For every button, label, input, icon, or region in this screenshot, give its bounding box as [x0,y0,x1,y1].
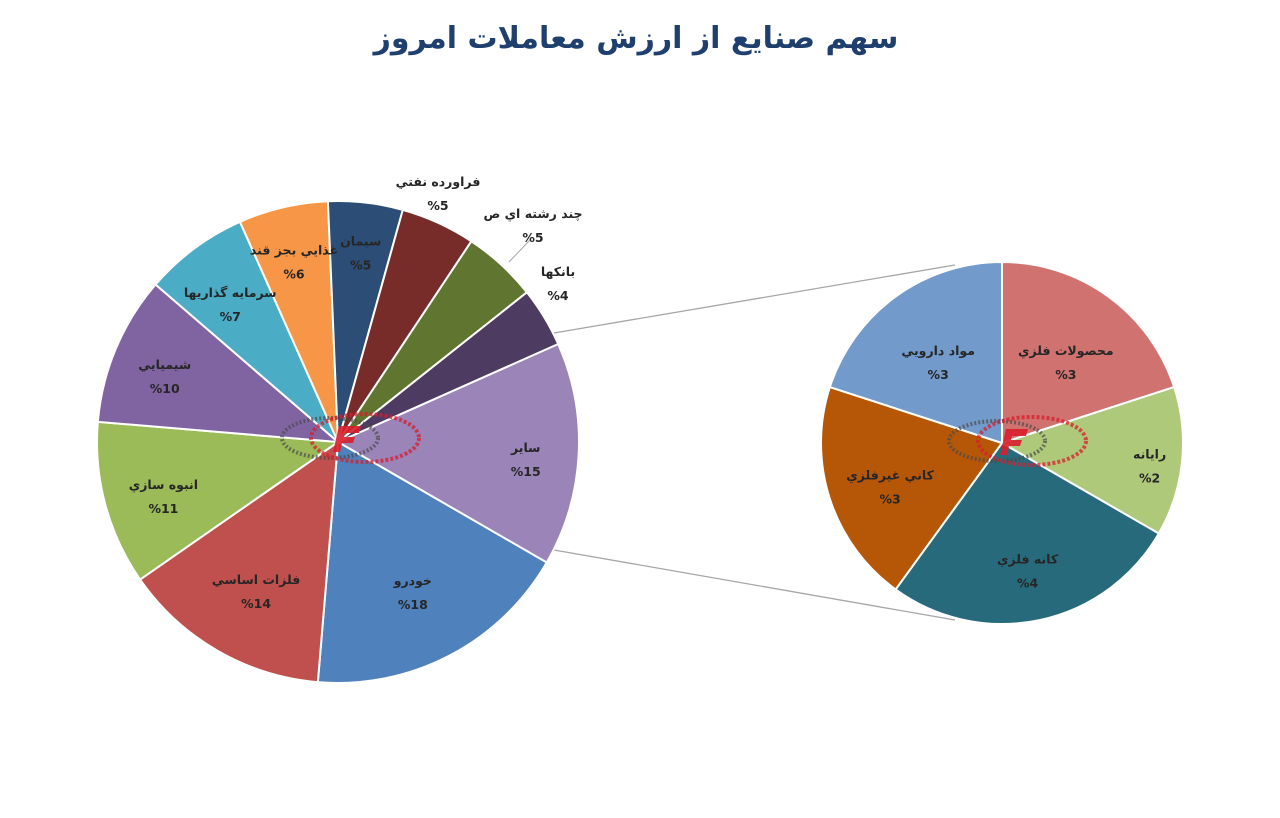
slice-label-name: انبوه سازي [129,477,198,492]
slice-label-value: %14 [241,596,271,611]
pie-slice [96,420,341,581]
watermark-logos [280,412,1088,467]
slice-label-name: فلزات اساسي [212,572,300,587]
pie-slice [828,260,1003,445]
pie-slice [335,342,580,564]
slice-label-name: خودرو [393,573,432,588]
connector-line-top [553,264,956,334]
slice-label-name: ساير [510,440,540,455]
slice-label-name: رايانه [1133,447,1166,462]
slice-label-value: %11 [148,501,178,516]
slice-label-value: %3 [1055,367,1076,382]
pie-slice [820,385,1004,591]
pie-slice [894,441,1161,625]
slice-label-value: %5 [427,198,448,213]
watermark-logo-icon [280,412,421,464]
pie-slice [138,439,340,684]
slice-label-name: مواد دارويي [901,343,975,358]
slice-label-value: %2 [1139,471,1160,486]
slice-label-value: %4 [547,288,569,303]
pie-slice [1001,260,1176,445]
connector-line-bottom [553,549,956,621]
slice-labels: ساير %15 خودرو %18 فلزات اساسي %14 انبوه سازي%… [129,174,1166,612]
slice-label-value: %18 [398,597,428,612]
connector-lines [508,239,956,621]
slice-label-name: فراورده نفتي [396,174,481,189]
chart-title: سهم صنايع از ارزش معاملات امروز [372,21,899,56]
slice-label-name: سيمان [340,234,381,249]
pie-slice [337,290,560,443]
pie-slice [154,220,339,443]
leader-line [508,239,531,263]
main-pie [96,200,580,684]
watermark-logo-icon [947,415,1088,467]
slice-label-name: غذايي بجز قند [250,242,338,257]
slice-label-name: شيميايي [138,357,191,372]
slice-label-name: محصولات فلزي [1018,343,1114,358]
secondary-pie [820,260,1184,625]
slice-label-name: كاني غيرفلزي [846,467,934,482]
slice-label-value: %6 [283,266,305,281]
pie-slice [316,440,549,684]
slice-label-value: %5 [350,258,371,273]
pie-slice [96,283,341,444]
slice-label-value: %4 [1017,575,1039,590]
slice-label-name: چند رشته اي ص [483,206,582,221]
slice-label-name: كانه فلزي [997,551,1059,566]
slice-label-name: سرمايه گذاريها [184,285,277,300]
slice-label-value: %5 [522,230,543,245]
slice-label-value: %7 [220,309,241,324]
pie-slice [999,385,1184,535]
slice-label-value: %15 [511,464,541,479]
slice-label-value: %10 [150,381,180,396]
slice-label-value: %3 [928,367,949,382]
slice-label-name: بانكها [541,264,575,279]
slice-label-value: %3 [879,491,900,506]
